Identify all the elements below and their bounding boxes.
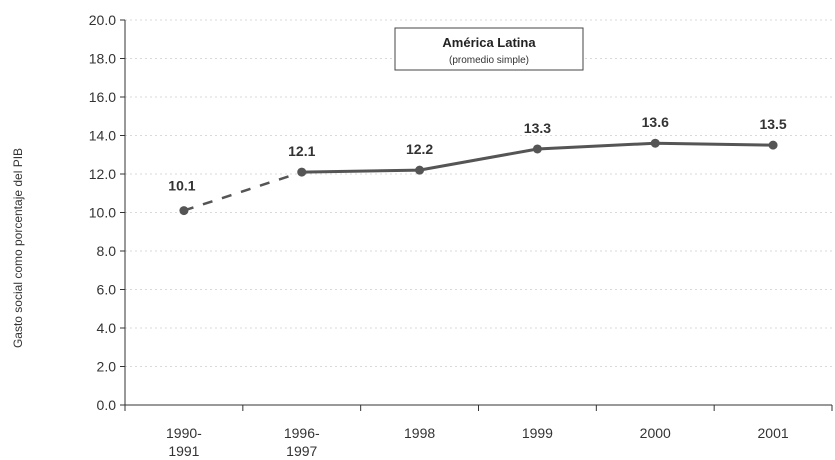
x-tick-label: 2000: [640, 425, 671, 441]
data-point: [297, 167, 307, 177]
data-points: [179, 138, 778, 216]
y-axis-label: Gasto social como porcentaje del PIB: [11, 148, 25, 348]
y-tick-label: 20.0: [89, 12, 116, 28]
y-tick-label: 0.0: [97, 397, 117, 413]
data-label: 13.5: [759, 116, 786, 132]
x-tick-label: 1990-1991: [166, 425, 202, 459]
y-tick-label: 4.0: [97, 320, 117, 336]
data-label: 10.1: [168, 178, 195, 194]
data-label: 12.1: [288, 143, 315, 159]
x-tick-label: 1996-1997: [284, 425, 320, 459]
y-tick-label: 6.0: [97, 282, 117, 298]
y-tick-label: 12.0: [89, 166, 116, 182]
data-label: 13.6: [642, 114, 669, 130]
data-point: [768, 140, 778, 150]
series-segment-dashed: [183, 170, 303, 212]
data-label: 13.3: [524, 120, 551, 136]
data-point: [650, 138, 660, 148]
x-tick-label: 2001: [758, 425, 789, 441]
data-point: [415, 165, 425, 175]
y-tick-label: 10.0: [89, 205, 116, 221]
data-labels: 10.1 12.1 12.2 13.3 13.6 13.5: [168, 114, 787, 193]
y-tick-label: 16.0: [89, 89, 116, 105]
series-line: [183, 141, 774, 212]
axes: [120, 19, 833, 411]
data-point: [179, 206, 189, 216]
y-tick-label: 8.0: [97, 243, 117, 259]
data-point: [532, 144, 542, 154]
legend-subtitle: (promedio simple): [449, 55, 529, 66]
data-label: 12.2: [406, 141, 433, 157]
x-tick-label: 1999: [522, 425, 553, 441]
y-tick-label: 14.0: [89, 128, 116, 144]
legend-title: América Latina: [442, 35, 536, 50]
y-tick-label: 18.0: [89, 51, 116, 67]
x-tick-label: 1998: [404, 425, 435, 441]
y-tick-label: 2.0: [97, 359, 117, 375]
legend-box: América Latina (promedio simple): [394, 27, 584, 71]
y-tick-labels: 0.0 2.0 4.0 6.0 8.0 10.0 12.0 14.0 16.0 18.0 20.0: [89, 12, 116, 413]
x-tick-labels: 1990-1991 1996-1997 1998 1999 2000 2001: [166, 425, 789, 459]
grid-lines: [125, 19, 832, 367]
